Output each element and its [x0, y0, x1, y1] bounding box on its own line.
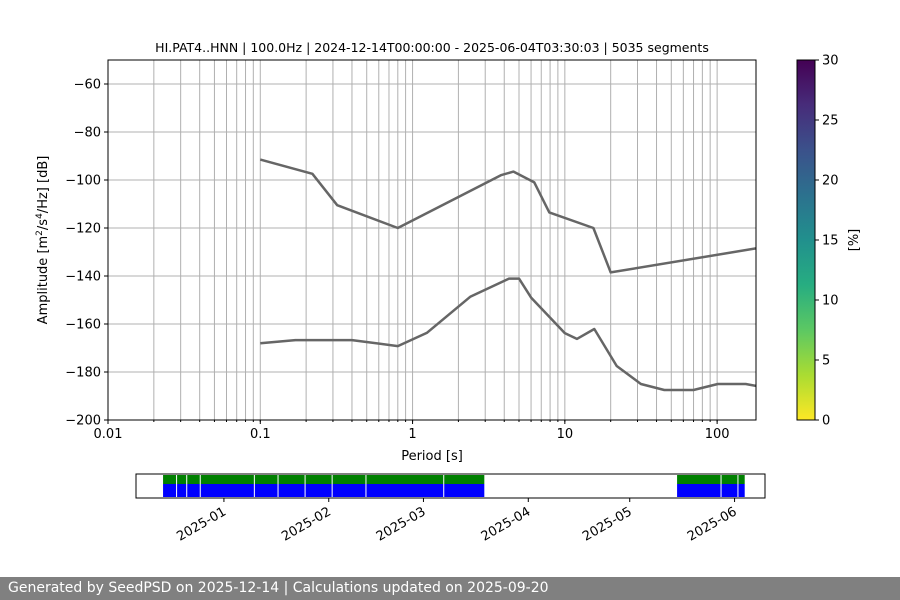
timeline-tick-label: 2025-01	[174, 504, 229, 544]
grid-lines	[108, 60, 756, 421]
timeline-bars	[163, 475, 745, 497]
data-coverage-bar	[677, 484, 745, 497]
psd-coverage-bar	[677, 475, 745, 484]
y-tick-label: −180	[65, 366, 101, 381]
nlnm-curve	[260, 277, 756, 392]
colorbar-tick-label: 0	[822, 414, 830, 429]
y-axis-ticks: −60 −80 −100 −120 −140 −160 −180 −200	[65, 78, 108, 429]
footer-text: Generated by SeedPSD on 2025-12-14 | Cal…	[8, 580, 549, 596]
timeline-tick-label: 2025-06	[685, 504, 740, 544]
x-tick-label: 0.1	[250, 427, 271, 442]
nhnm-curve	[259, 158, 756, 274]
timeline-tick-label: 2025-05	[580, 504, 635, 544]
psd-plot-area: 0.01 0.1 1 10 100 −60 −80 −100 −120 −140 −160 −180…	[35, 40, 757, 464]
chart-title: HI.PAT4..HNN | 100.0Hz | 2024-12-14T00:0…	[155, 40, 709, 55]
timeline-tick-label: 2025-02	[279, 504, 334, 544]
y-tick-label: −160	[65, 318, 101, 333]
x-axis-ticks: 0.01 0.1 1 10 100	[94, 420, 730, 442]
y-tick-label: −60	[74, 78, 101, 93]
timeline-tick-label: 2025-03	[374, 504, 429, 544]
data-coverage-bar	[163, 484, 485, 497]
colorbar-tick-label: 25	[822, 114, 839, 129]
footer-bar: Generated by SeedPSD on 2025-12-14 | Cal…	[0, 577, 900, 600]
psd-figure: 0.01 0.1 1 10 100 −60−80−100−120−140−160−180…	[35, 40, 862, 545]
colorbar-label: [%]	[847, 229, 862, 252]
plot-frame	[107, 59, 757, 421]
y-tick-label: −80	[74, 126, 101, 141]
x-tick-label: 0.01	[94, 427, 123, 442]
timeline-tick-label: 2025-04	[479, 504, 534, 544]
colorbar-tick-label: 5	[822, 354, 830, 369]
colorbar-tick-label: 15	[822, 234, 839, 249]
timeline-frame	[135, 473, 766, 499]
x-tick-label: 10	[557, 427, 574, 442]
x-tick-label: 100	[705, 427, 730, 442]
y-tick-label: −140	[65, 270, 101, 285]
colorbar: 0 5 10 15 20 25 30 [%]	[796, 54, 862, 429]
y-tick-label: −120	[65, 222, 101, 237]
x-axis-label: Period [s]	[401, 449, 463, 464]
data-coverage-timeline: 2025-01 2025-02 2025-03 2025-04 2025-05 2025-…	[135, 473, 766, 545]
colorbar-ticks: 0 5 10 15 20 25 30	[815, 54, 839, 429]
colorbar-tick-label: 20	[822, 174, 839, 189]
timeline-ticks: 2025-01 2025-02 2025-03 2025-04 2025-05 2025-…	[174, 498, 740, 545]
x-tick-label: 1	[408, 427, 416, 442]
y-axis-label: Amplitude [m2/s4/Hz] [dB]	[35, 156, 51, 325]
colorbar-gradient	[797, 60, 815, 420]
y-tick-label: −100	[65, 174, 101, 189]
colorbar-tick-label: 10	[822, 294, 839, 309]
psd-coverage-bar	[163, 475, 485, 484]
colorbar-tick-label: 30	[822, 54, 839, 69]
noise-model-curves	[259, 158, 756, 392]
y-tick-label: −200	[65, 414, 101, 429]
